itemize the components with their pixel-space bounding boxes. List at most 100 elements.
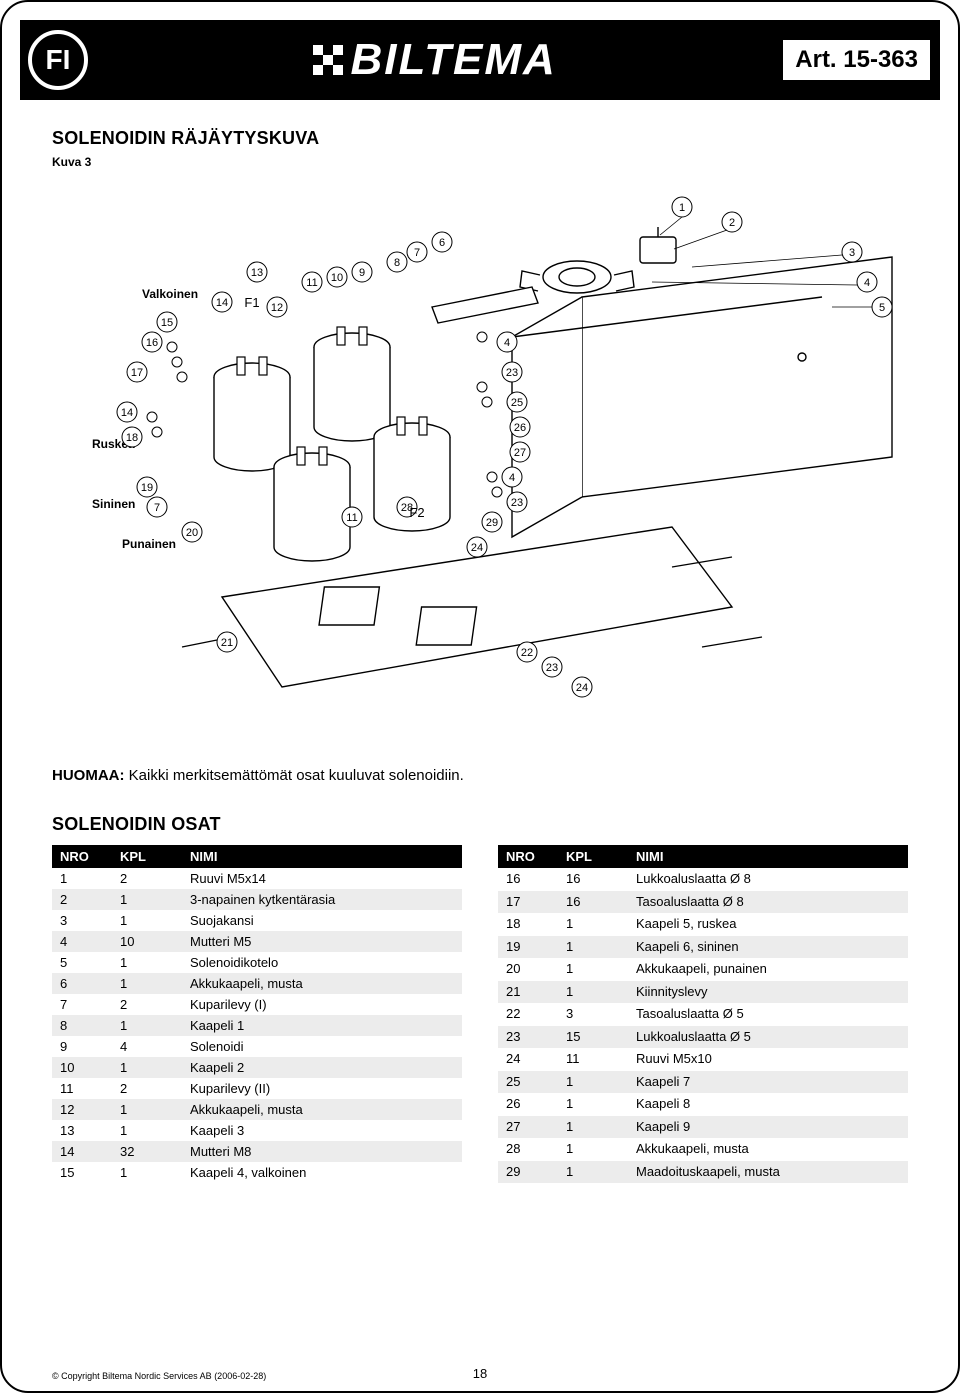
cell-nro: 23 bbox=[498, 1026, 558, 1049]
cell-kpl: 2 bbox=[112, 994, 182, 1015]
cell-nro: 16 bbox=[498, 868, 558, 891]
parts-tables: NRO KPL NIMI 12Ruuvi M5x14213-napainen k… bbox=[52, 845, 908, 1183]
svg-text:4: 4 bbox=[509, 472, 515, 484]
figure-caption: Kuva 3 bbox=[52, 155, 908, 169]
cell-nimi: Suojakansi bbox=[182, 910, 462, 931]
table-row: 281Akkukaapeli, musta bbox=[498, 1138, 908, 1161]
cell-nro: 18 bbox=[498, 913, 558, 936]
table-row: 251Kaapeli 7 bbox=[498, 1071, 908, 1094]
svg-text:11: 11 bbox=[306, 277, 317, 289]
cell-kpl: 3 bbox=[558, 1003, 628, 1026]
table-row: 1432Mutteri M8 bbox=[52, 1141, 462, 1162]
cell-nimi: Akkukaapeli, musta bbox=[182, 1099, 462, 1120]
table-row: 201Akkukaapeli, punainen bbox=[498, 958, 908, 981]
table-row: 51Solenoidikotelo bbox=[52, 952, 462, 973]
svg-text:14: 14 bbox=[216, 297, 228, 309]
cell-nimi: Lukkoaluslaatta Ø 8 bbox=[628, 868, 908, 891]
svg-text:4: 4 bbox=[864, 277, 870, 289]
svg-text:23: 23 bbox=[511, 497, 523, 509]
table-row: 31Suojakansi bbox=[52, 910, 462, 931]
section-title-1: SOLENOIDIN RÄJÄYTYSKUVA bbox=[52, 128, 908, 149]
cell-kpl: 11 bbox=[558, 1048, 628, 1071]
cell-nimi: Kaapeli 3 bbox=[182, 1120, 462, 1141]
cell-nimi: Kaapeli 1 bbox=[182, 1015, 462, 1036]
svg-text:6: 6 bbox=[439, 237, 445, 249]
svg-text:24: 24 bbox=[576, 682, 588, 694]
table-row: 94Solenoidi bbox=[52, 1036, 462, 1057]
cell-nimi: Lukkoaluslaatta Ø 5 bbox=[628, 1026, 908, 1049]
cell-nro: 1 bbox=[52, 868, 112, 889]
cell-nro: 19 bbox=[498, 936, 558, 959]
cell-nimi: Mutteri M5 bbox=[182, 931, 462, 952]
table-row: 131Kaapeli 3 bbox=[52, 1120, 462, 1141]
cell-nimi: Kaapeli 9 bbox=[628, 1116, 908, 1139]
table-row: 261Kaapeli 8 bbox=[498, 1093, 908, 1116]
cell-kpl: 1 bbox=[112, 952, 182, 973]
table-row: 81Kaapeli 1 bbox=[52, 1015, 462, 1036]
table-row: 271Kaapeli 9 bbox=[498, 1116, 908, 1139]
table-row: 191Kaapeli 6, sininen bbox=[498, 936, 908, 959]
cell-kpl: 16 bbox=[558, 891, 628, 914]
note-line: HUOMAA: Kaikki merkitsemättömät osat kuu… bbox=[52, 767, 908, 784]
svg-text:23: 23 bbox=[506, 367, 518, 379]
cell-kpl: 1 bbox=[558, 1116, 628, 1139]
cell-kpl: 1 bbox=[112, 910, 182, 931]
note-prefix: HUOMAA: bbox=[52, 767, 125, 784]
cell-nimi: Solenoidikotelo bbox=[182, 952, 462, 973]
svg-text:20: 20 bbox=[186, 527, 198, 539]
svg-text:4: 4 bbox=[504, 337, 510, 349]
svg-text:11: 11 bbox=[346, 512, 357, 524]
col-nimi: NIMI bbox=[182, 845, 462, 868]
svg-text:5: 5 bbox=[879, 302, 885, 314]
cell-nimi: Ruuvi M5x10 bbox=[628, 1048, 908, 1071]
language-code: FI bbox=[46, 44, 71, 76]
cell-kpl: 1 bbox=[558, 958, 628, 981]
svg-text:23: 23 bbox=[546, 662, 558, 674]
cell-kpl: 1 bbox=[112, 1057, 182, 1078]
col-nro: NRO bbox=[498, 845, 558, 868]
svg-text:1: 1 bbox=[679, 202, 685, 214]
svg-text:8: 8 bbox=[394, 257, 400, 269]
header-bar: FI BILTEMA Art. 15-363 bbox=[20, 20, 940, 100]
svg-text:7: 7 bbox=[154, 502, 160, 514]
cell-kpl: 1 bbox=[112, 1120, 182, 1141]
article-badge: Art. 15-363 bbox=[781, 38, 932, 82]
svg-text:21: 21 bbox=[221, 637, 233, 649]
svg-text:26: 26 bbox=[514, 422, 526, 434]
table-row: 72Kuparilevy (I) bbox=[52, 994, 462, 1015]
cell-nro: 6 bbox=[52, 973, 112, 994]
table-row: 213-napainen kytkentärasia bbox=[52, 889, 462, 910]
svg-text:17: 17 bbox=[131, 367, 143, 379]
language-badge: FI bbox=[28, 30, 88, 90]
svg-text:19: 19 bbox=[141, 482, 153, 494]
cell-kpl: 1 bbox=[112, 1099, 182, 1120]
cell-nimi: Kaapeli 2 bbox=[182, 1057, 462, 1078]
svg-text:16: 16 bbox=[146, 337, 158, 349]
cell-kpl: 4 bbox=[112, 1036, 182, 1057]
parts-table-right: NRO KPL NIMI 1616Lukkoaluslaatta Ø 81716… bbox=[498, 845, 908, 1183]
cell-kpl: 2 bbox=[112, 1078, 182, 1099]
col-kpl: KPL bbox=[112, 845, 182, 868]
cell-nimi: Kiinnityslevy bbox=[628, 981, 908, 1004]
svg-text:29: 29 bbox=[486, 517, 498, 529]
cell-nimi: Kaapeli 5, ruskea bbox=[628, 913, 908, 936]
cell-nro: 9 bbox=[52, 1036, 112, 1057]
table-row: 1616Lukkoaluslaatta Ø 8 bbox=[498, 868, 908, 891]
section-title-2: SOLENOIDIN OSAT bbox=[52, 814, 908, 835]
cell-nimi: Kuparilevy (I) bbox=[182, 994, 462, 1015]
cell-nimi: Tasoaluslaatta Ø 5 bbox=[628, 1003, 908, 1026]
cell-kpl: 1 bbox=[558, 913, 628, 936]
svg-text:25: 25 bbox=[511, 397, 523, 409]
cell-nro: 22 bbox=[498, 1003, 558, 1026]
cell-nro: 4 bbox=[52, 931, 112, 952]
col-nimi: NIMI bbox=[628, 845, 908, 868]
cell-nimi: Kaapeli 4, valkoinen bbox=[182, 1162, 462, 1183]
cell-kpl: 1 bbox=[558, 1071, 628, 1094]
cell-kpl: 10 bbox=[112, 931, 182, 952]
page-frame: FI BILTEMA Art. 15-363 SOLENOIDIN RÄJÄYT… bbox=[0, 0, 960, 1393]
cell-nro: 27 bbox=[498, 1116, 558, 1139]
cell-nro: 15 bbox=[52, 1162, 112, 1183]
svg-text:F1: F1 bbox=[244, 295, 259, 310]
brand-text: BILTEMA bbox=[351, 35, 557, 85]
page-footer: © Copyright Biltema Nordic Services AB (… bbox=[52, 1366, 908, 1381]
